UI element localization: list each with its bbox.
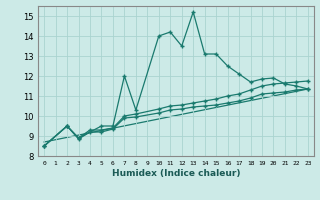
- X-axis label: Humidex (Indice chaleur): Humidex (Indice chaleur): [112, 169, 240, 178]
